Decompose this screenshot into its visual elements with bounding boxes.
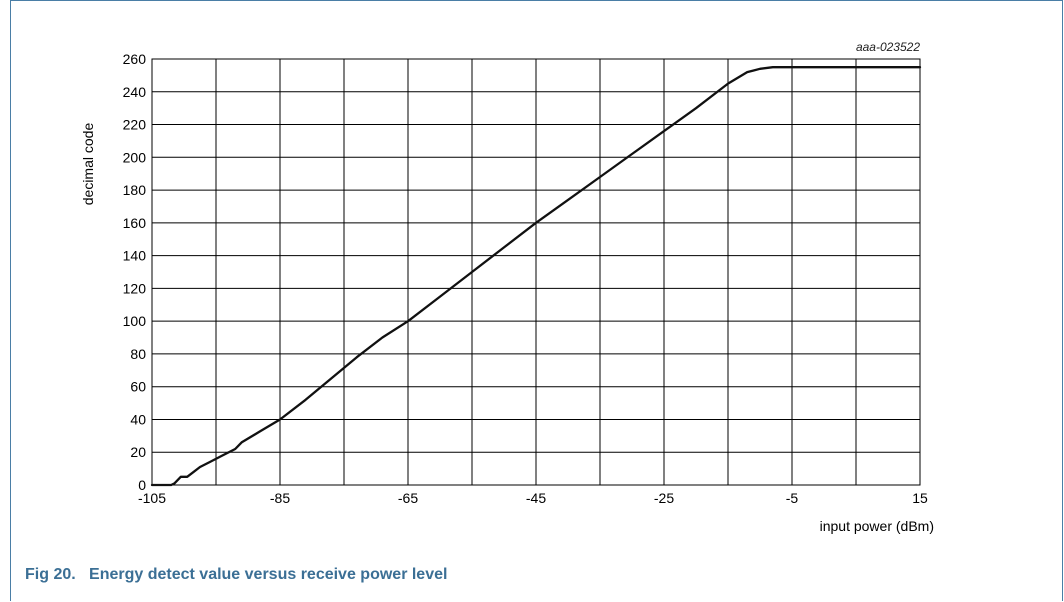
figure-frame [10,0,1063,601]
plot-border [151,58,921,486]
x-tick-label: -25 [654,490,674,506]
figure-caption: Fig 20. Energy detect value versus recei… [25,566,447,584]
grid [151,58,921,486]
y-tick-label: 160 [123,215,147,231]
y-tick-label: 200 [123,149,147,165]
y-tick-label: 140 [123,248,147,264]
y-tick-label: 220 [123,117,147,133]
x-axis-label: input power (dBm) [820,518,934,534]
x-tick-label: -105 [138,490,166,506]
chart: aaa-023522 0 20 40 60 80 100 120 140 160 180 200 22… [80,40,934,534]
y-axis-label: decimal code [80,123,96,206]
y-tick-label: 260 [123,51,147,67]
figure-title: Energy detect value versus receive power… [89,566,448,583]
figure-label: Fig 20. [25,566,76,583]
y-tick-label: 0 [138,477,146,493]
y-tick-label: 20 [130,444,146,460]
y-tick-label: 240 [123,84,147,100]
x-tick-label: -85 [270,490,290,506]
y-tick-label: 60 [130,379,146,395]
series-layer [150,66,922,487]
axes [151,58,921,486]
y-tick-label: 120 [123,280,147,296]
y-tick-label: 180 [123,182,147,198]
y-tick-label: 100 [123,313,147,329]
y-tick-label: 40 [130,411,146,427]
figure-code: aaa-023522 [856,40,920,54]
series-line [150,66,922,487]
tick-labels: 0 20 40 60 80 100 120 140 160 180 200 220 240 260 -105… [123,51,928,506]
x-tick-label: -5 [786,490,799,506]
x-tick-label: 15 [912,490,928,506]
x-tick-label: -45 [526,490,546,506]
y-tick-label: 80 [130,346,146,362]
x-tick-label: -65 [398,490,418,506]
